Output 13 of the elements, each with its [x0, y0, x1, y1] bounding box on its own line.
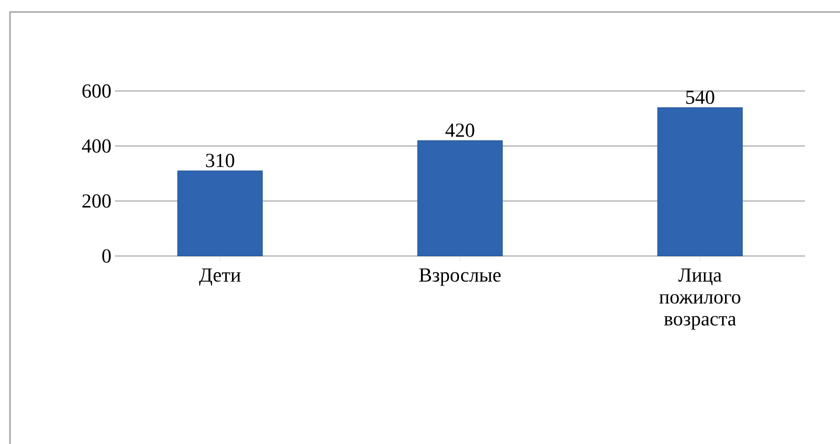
x-tick-label: Дети	[199, 268, 241, 286]
bar	[177, 170, 263, 256]
y-tick-label: 200	[82, 194, 111, 208]
data-label: 540	[686, 90, 714, 104]
y-tick-label: 400	[82, 139, 111, 153]
x-tick-label: Взрослые	[419, 268, 501, 286]
data-label: 310	[206, 154, 234, 168]
x-tick-label: Лица пожилого возраста	[659, 268, 740, 330]
bar	[657, 107, 743, 256]
data-label: 420	[445, 124, 474, 137]
y-tick-label: 600	[82, 84, 111, 98]
bar	[417, 140, 503, 256]
y-tick-label: 0	[102, 249, 111, 263]
